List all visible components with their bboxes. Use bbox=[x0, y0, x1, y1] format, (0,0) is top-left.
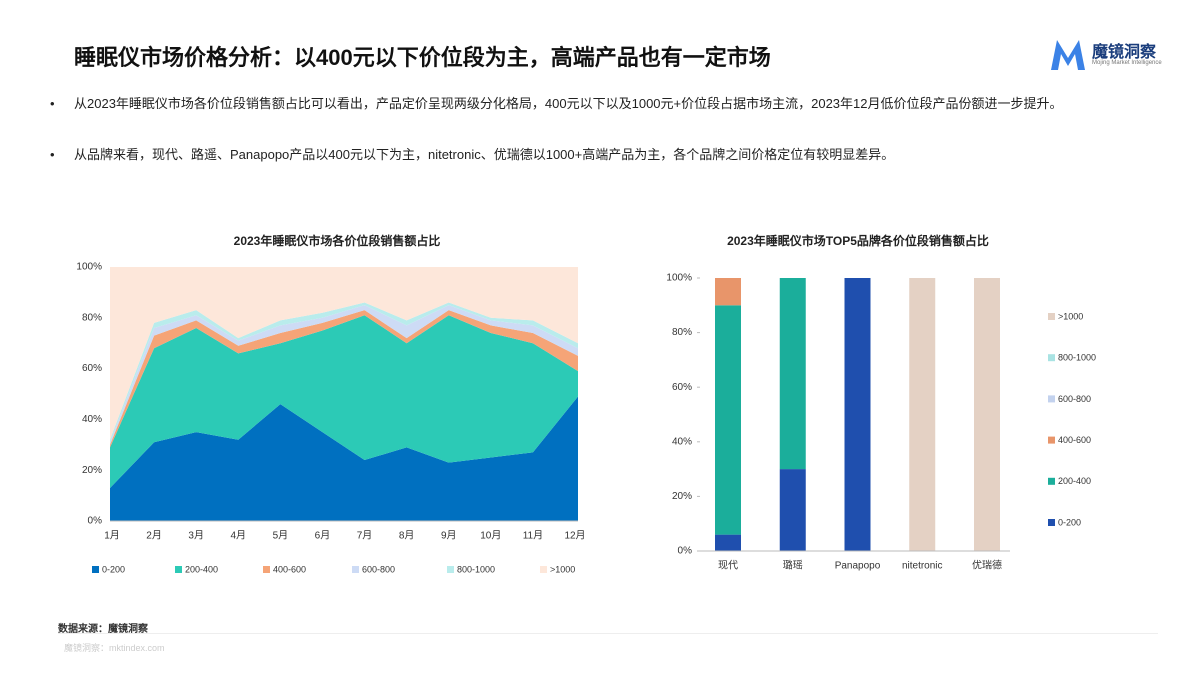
x-tick-label: 7月 bbox=[357, 530, 373, 542]
x-tick-label: 6月 bbox=[315, 530, 331, 542]
legend-label: 200-400 bbox=[185, 564, 218, 574]
logo-text: 魔镜洞察 bbox=[1092, 44, 1157, 61]
chart-title: 2023年睡眠仪市场各价位段销售额占比 bbox=[234, 233, 441, 248]
x-tick-label: Panapopo bbox=[835, 561, 881, 572]
legend-label: 800-1000 bbox=[1058, 353, 1096, 363]
y-tick-label: 20% bbox=[672, 491, 692, 502]
legend-swatch bbox=[1048, 519, 1055, 526]
x-tick-label: 优瑞德 bbox=[972, 559, 1002, 572]
legend-swatch bbox=[1048, 313, 1055, 320]
bar bbox=[909, 278, 936, 551]
legend-label: 600-800 bbox=[362, 564, 395, 574]
legend-label: 400-600 bbox=[1058, 435, 1091, 445]
chart-title: 2023年睡眠仪市场TOP5品牌各价位段销售额占比 bbox=[727, 233, 989, 248]
x-tick-label: 10月 bbox=[480, 530, 501, 542]
y-tick-label: 0% bbox=[678, 546, 693, 557]
area bbox=[110, 267, 578, 440]
legend-label: 600-800 bbox=[1058, 394, 1091, 404]
bar bbox=[715, 305, 741, 535]
legend-swatch bbox=[352, 566, 359, 573]
legend-swatch bbox=[1048, 354, 1055, 362]
x-tick-label: 5月 bbox=[273, 530, 289, 542]
x-tick-label: 3月 bbox=[188, 530, 204, 542]
y-tick-label: 20% bbox=[82, 465, 102, 476]
legend-swatch bbox=[1048, 477, 1055, 485]
y-tick-label: 80% bbox=[82, 312, 102, 323]
legend-label: 400-600 bbox=[273, 564, 306, 574]
y-tick-label: 0% bbox=[88, 516, 103, 527]
area bbox=[110, 396, 578, 521]
y-tick-label: 100% bbox=[666, 273, 692, 284]
divider bbox=[58, 633, 1158, 634]
bullet: 从品牌来看，现代、路遥、Panapopo产品以400元以下为主，nitetron… bbox=[50, 143, 1174, 167]
legend-swatch bbox=[175, 566, 182, 573]
legend-swatch bbox=[92, 566, 99, 573]
x-tick-label: 8月 bbox=[399, 530, 415, 542]
legend-label: 0-200 bbox=[102, 564, 125, 574]
watermark: 魔镜洞察：mktindex.com bbox=[64, 643, 165, 653]
legend-swatch bbox=[447, 566, 454, 573]
bar bbox=[779, 469, 806, 551]
x-tick-label: 现代 bbox=[718, 560, 738, 572]
y-tick-label: 100% bbox=[76, 262, 102, 273]
legend-label: >1000 bbox=[1058, 311, 1083, 321]
area bbox=[110, 310, 578, 448]
bar bbox=[844, 278, 871, 551]
y-tick-label: 60% bbox=[82, 363, 102, 374]
x-tick-label: 11月 bbox=[523, 530, 543, 542]
y-tick-label: 60% bbox=[672, 382, 692, 393]
x-tick-label: 2月 bbox=[146, 530, 162, 542]
area bbox=[110, 315, 578, 488]
x-tick-label: 1月 bbox=[104, 530, 120, 542]
bar bbox=[974, 278, 1000, 551]
source: 数据来源：魔镜洞察 bbox=[58, 624, 148, 635]
slide-title: 睡眠仪市场价格分析：以400元以下价位段为主，高端产品也有一定市场 bbox=[74, 45, 771, 70]
y-tick-label: 40% bbox=[672, 436, 692, 447]
bar bbox=[715, 534, 741, 551]
y-tick-label: 40% bbox=[82, 414, 102, 425]
x-tick-label: 9月 bbox=[441, 530, 457, 542]
legend-label: 200-400 bbox=[1058, 476, 1091, 486]
logo-tagline: Mojing Market Intelligence bbox=[1092, 60, 1162, 66]
legend-label: 800-1000 bbox=[457, 564, 495, 574]
y-tick-label: 80% bbox=[672, 327, 692, 338]
legend-label: >1000 bbox=[550, 564, 575, 574]
legend-label: 0-200 bbox=[1058, 517, 1081, 527]
x-tick-label: 璐瑶 bbox=[783, 559, 803, 572]
legend-swatch bbox=[263, 566, 270, 573]
bar bbox=[779, 278, 806, 470]
x-tick-label: nitetronic bbox=[902, 561, 943, 572]
x-tick-label: 4月 bbox=[230, 530, 246, 542]
logo-icon bbox=[1051, 40, 1085, 70]
legend-swatch bbox=[1048, 395, 1055, 403]
legend-swatch bbox=[1048, 436, 1055, 444]
legend-swatch bbox=[540, 566, 547, 573]
bar bbox=[715, 278, 741, 306]
x-tick-label: 12月 bbox=[564, 530, 585, 542]
bullet: 从2023年睡眠仪市场各价位段销售额占比可以看出，产品定价呈现两级分化格局，40… bbox=[50, 92, 1174, 116]
